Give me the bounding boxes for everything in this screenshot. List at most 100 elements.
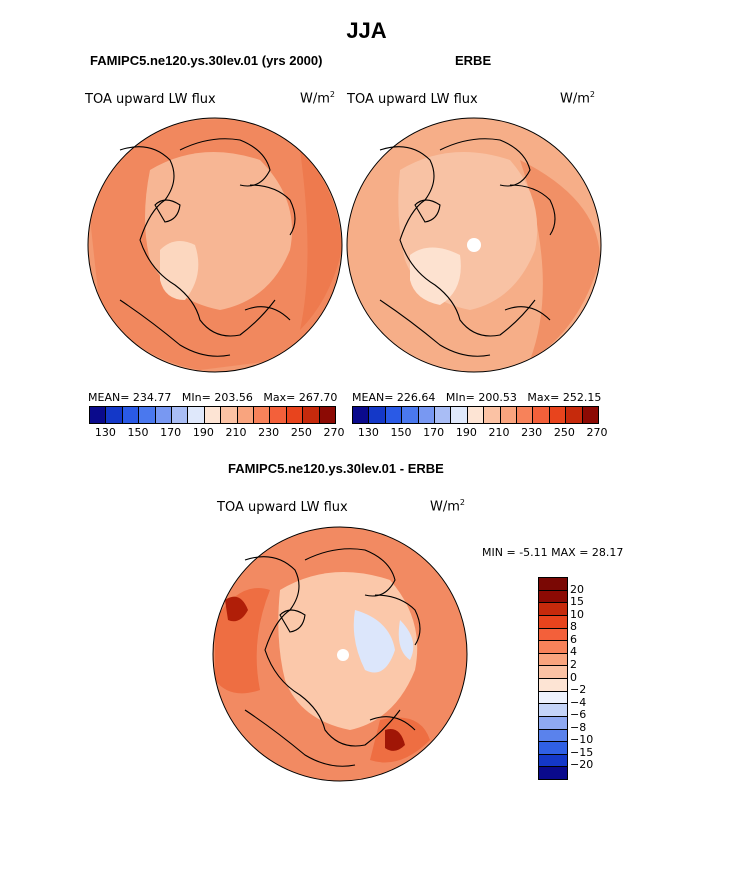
left-colorbar bbox=[89, 406, 336, 424]
colorbar-swatch bbox=[533, 407, 550, 423]
colorbar-swatch bbox=[484, 407, 501, 423]
diff-variable-label: TOA upward LW flux bbox=[217, 500, 348, 515]
left-min-label: MIn= bbox=[181, 391, 211, 404]
diff-panel-title: FAMIPC5.ne120.ys.30lev.01 - ERBE bbox=[228, 461, 444, 476]
left-max-value: 267.70 bbox=[298, 391, 338, 404]
diff-colorbar-label: 2 bbox=[570, 657, 577, 671]
diff-colorbar-swatch bbox=[539, 615, 567, 629]
right-units-exp: 2 bbox=[589, 90, 595, 99]
colorbar-tick-label: 190 bbox=[455, 426, 477, 439]
colorbar-swatch bbox=[451, 407, 468, 423]
colorbar-swatch bbox=[582, 407, 599, 423]
diff-colorbar-label: 10 bbox=[570, 607, 584, 621]
right-map-outline bbox=[346, 117, 602, 373]
diff-max-value: 28.17 bbox=[591, 546, 624, 559]
diff-units-label: W/m2 bbox=[430, 498, 465, 514]
colorbar-swatch bbox=[172, 407, 189, 423]
colorbar-tick-label: 270 bbox=[323, 426, 345, 439]
diff-colorbar-labels: 20 15 10 8 6 4 2 0 −2 −4 −6 −8 −10 −15 −20 bbox=[570, 577, 620, 780]
right-max-value: 252.15 bbox=[562, 391, 602, 404]
left-mean-value: 234.77 bbox=[132, 391, 172, 404]
colorbar-swatch bbox=[549, 407, 567, 423]
right-units-label: W/m2 bbox=[560, 90, 595, 106]
right-stats: MEAN= 226.64 MIn= 200.53 Max= 252.15 bbox=[352, 391, 601, 404]
colorbar-swatch bbox=[566, 407, 583, 423]
diff-colorbar-label: 20 bbox=[570, 582, 584, 596]
diff-colorbar-swatch bbox=[539, 628, 567, 642]
colorbar-swatch bbox=[254, 407, 271, 423]
diff-colorbar-swatch bbox=[539, 716, 567, 730]
colorbar-swatch bbox=[188, 407, 205, 423]
diff-min-value: -5.11 bbox=[519, 546, 548, 559]
diff-max-label: MAX = bbox=[551, 546, 589, 559]
right-colorbar bbox=[352, 406, 599, 424]
left-map-outline bbox=[87, 117, 343, 373]
diff-colorbar-swatch bbox=[539, 666, 567, 679]
right-coastlines bbox=[379, 138, 556, 357]
colorbar-swatch bbox=[435, 407, 452, 423]
colorbar-swatch bbox=[303, 407, 320, 423]
colorbar-tick-label: 230 bbox=[258, 426, 280, 439]
diff-colorbar-label: −15 bbox=[570, 745, 594, 759]
left-max-label: Max= bbox=[263, 391, 296, 404]
diff-coastlines bbox=[244, 548, 421, 767]
colorbar-tick-label: 150 bbox=[127, 426, 149, 439]
colorbar-swatch bbox=[221, 407, 238, 423]
diff-colorbar-swatch bbox=[539, 653, 567, 667]
colorbar-tick-label: 210 bbox=[225, 426, 247, 439]
right-colorbar-ticks: 130 150 170 190 210 230 250 270 bbox=[352, 426, 608, 440]
colorbar-tick-label: 170 bbox=[423, 426, 445, 439]
diff-colorbar-label: −8 bbox=[570, 720, 587, 734]
diff-units: W/m bbox=[430, 499, 460, 515]
diff-colorbar-label: 0 bbox=[570, 670, 577, 684]
colorbar-swatch bbox=[106, 407, 123, 423]
right-panel-title: ERBE bbox=[455, 53, 492, 68]
diff-min-label: MIN = bbox=[482, 546, 516, 559]
right-min-label: MIn= bbox=[445, 391, 475, 404]
left-polar-map bbox=[88, 118, 342, 372]
diff-colorbar-label: 6 bbox=[570, 632, 577, 646]
colorbar-tick-label: 210 bbox=[488, 426, 510, 439]
left-variable-label: TOA upward LW flux bbox=[85, 92, 216, 107]
diff-colorbar-label: −4 bbox=[570, 695, 587, 709]
colorbar-swatch bbox=[237, 407, 255, 423]
colorbar-tick-label: 130 bbox=[94, 426, 116, 439]
colorbar-tick-label: 230 bbox=[521, 426, 543, 439]
diff-minmax: MIN = -5.11 MAX = 28.17 bbox=[482, 546, 623, 559]
diff-colorbar-label: −20 bbox=[570, 758, 594, 772]
diff-colorbar-swatch bbox=[539, 742, 567, 755]
colorbar-swatch bbox=[369, 407, 386, 423]
colorbar-tick-label: 250 bbox=[290, 426, 312, 439]
diff-colorbar-label: −6 bbox=[570, 708, 587, 722]
diff-colorbar-label: −2 bbox=[570, 683, 587, 697]
colorbar-swatch bbox=[90, 407, 107, 423]
diff-pole-hole bbox=[337, 649, 349, 661]
colorbar-swatch bbox=[353, 407, 370, 423]
colorbar-swatch bbox=[467, 407, 485, 423]
diff-colorbar bbox=[538, 577, 568, 780]
colorbar-swatch bbox=[155, 407, 173, 423]
right-max-label: Max= bbox=[527, 391, 560, 404]
colorbar-swatch bbox=[286, 407, 304, 423]
right-mean-label: MEAN= bbox=[352, 391, 394, 404]
colorbar-swatch bbox=[402, 407, 419, 423]
diff-colorbar-swatch bbox=[539, 578, 567, 591]
diff-colorbar-swatch bbox=[539, 590, 567, 604]
left-colorbar-ticks: 130 150 170 190 210 230 250 270 bbox=[89, 426, 345, 440]
colorbar-swatch bbox=[500, 407, 518, 423]
right-min-value: 200.53 bbox=[478, 391, 517, 404]
colorbar-swatch bbox=[319, 407, 336, 423]
colorbar-swatch bbox=[517, 407, 534, 423]
diff-colorbar-swatch bbox=[539, 729, 567, 743]
right-pole-hole bbox=[467, 238, 481, 252]
left-mean-label: MEAN= bbox=[88, 391, 130, 404]
left-min-value: 203.56 bbox=[214, 391, 253, 404]
colorbar-tick-label: 190 bbox=[192, 426, 214, 439]
colorbar-swatch bbox=[385, 407, 403, 423]
left-units-exp: 2 bbox=[329, 90, 335, 99]
diff-colorbar-swatch bbox=[539, 754, 567, 768]
colorbar-tick-label: 250 bbox=[553, 426, 575, 439]
diff-colorbar-swatch bbox=[539, 704, 567, 717]
colorbar-tick-label: 170 bbox=[160, 426, 182, 439]
diff-colorbar-label: 4 bbox=[570, 645, 577, 659]
